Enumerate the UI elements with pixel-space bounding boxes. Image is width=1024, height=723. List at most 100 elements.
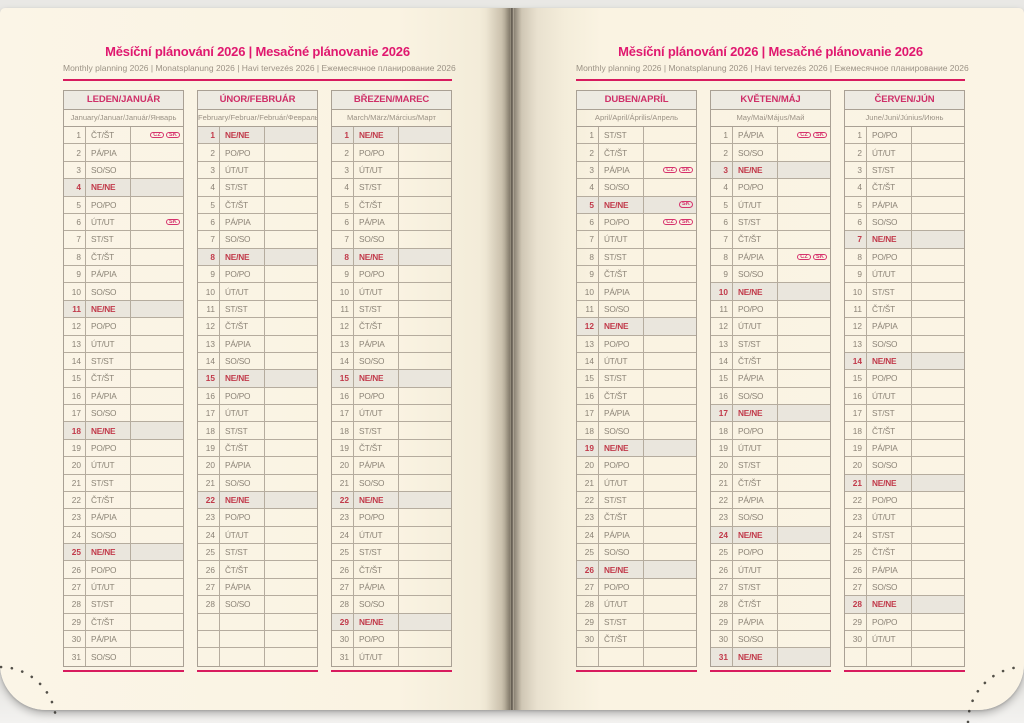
month-table-brezen-marec: BŘEZEN/MAREC March/März/Március/Март 1 NE/N… xyxy=(331,90,452,667)
notes-cell xyxy=(778,370,830,386)
holiday-badge-sk: SK xyxy=(678,166,693,174)
notes-cell xyxy=(265,596,317,612)
day-number: 26 xyxy=(64,561,86,578)
month-unor-februar: ÚNOR/FEBRUÁR February/Februar/Február/Фев… xyxy=(197,90,318,672)
day-row-18: 18 ST/ST xyxy=(332,422,451,440)
month-kveten-maj: KVĚTEN/MÁJ May/Mai/Május/Май 1 PÁ/PIA CZ SK 2 S… xyxy=(710,90,831,672)
weekday-label: NE/NE xyxy=(220,248,265,265)
notes-cell xyxy=(399,596,451,612)
notes-cell xyxy=(644,648,696,665)
notes-cell xyxy=(778,475,830,491)
notes-cell xyxy=(912,318,964,334)
day-row-12: 12 ČT/ŠT xyxy=(332,318,451,336)
day-number: 26 xyxy=(198,561,220,578)
day-number: 7 xyxy=(711,231,733,248)
day-row-10: 10 ÚT/UT xyxy=(198,283,317,301)
day-row-21: 21 NE/NE xyxy=(845,474,964,492)
notes-cell xyxy=(778,214,830,230)
day-row-2: 2 PO/PO xyxy=(198,144,317,162)
day-row-8: 8 NE/NE xyxy=(332,248,451,266)
day-row-30: 30 PO/PO xyxy=(332,630,451,649)
day-number: 27 xyxy=(332,578,354,596)
day-row-29: 29 PÁ/PIA xyxy=(711,613,830,631)
day-row-14: 14 ST/ST xyxy=(64,352,183,371)
day-row-6: 6 PÁ/PIA xyxy=(198,213,317,232)
holiday-badge-sk: SK xyxy=(165,131,180,139)
day-number: 24 xyxy=(845,526,867,543)
notes-cell: CZ SK xyxy=(644,214,696,230)
day-number: 20 xyxy=(711,457,733,474)
day-number: 27 xyxy=(711,578,733,596)
day-number: 24 xyxy=(64,526,86,543)
weekday-label: ČT/ŠT xyxy=(733,596,778,613)
weekday-label: PO/PO xyxy=(220,144,265,161)
weekday-label: ÚT/UT xyxy=(599,474,644,491)
day-number: 24 xyxy=(198,526,220,543)
day-row-8: 8 ČT/ŠT xyxy=(64,248,183,266)
weekday-label: NE/NE xyxy=(599,196,644,213)
notes-cell xyxy=(399,197,451,213)
notes-cell xyxy=(778,162,830,178)
weekday-label: ST/ST xyxy=(354,300,399,318)
day-number: 20 xyxy=(332,457,354,474)
notes-cell xyxy=(912,214,964,230)
day-row-14: 14 SO/SO xyxy=(332,352,451,371)
notes-cell xyxy=(778,179,830,195)
notes-cell xyxy=(912,509,964,525)
day-number: 21 xyxy=(198,474,220,491)
notes-cell xyxy=(912,197,964,213)
notes-cell xyxy=(644,266,696,282)
day-row-12: 12 ČT/ŠT xyxy=(198,318,317,336)
notes-cell: CZ SK xyxy=(778,249,830,265)
day-row-11: 11 ČT/ŠT xyxy=(845,300,964,319)
day-row-11: 11 PO/PO xyxy=(711,300,830,319)
notes-cell xyxy=(912,475,964,491)
weekday-label: SO/SO xyxy=(867,457,912,474)
day-row-24: 24 SO/SO xyxy=(64,526,183,544)
notes-cell xyxy=(778,561,830,577)
notes-cell xyxy=(644,579,696,595)
day-row-1: 1 ST/ST xyxy=(577,127,696,145)
month-name: BŘEZEN/MAREC xyxy=(332,91,451,110)
day-number: 7 xyxy=(64,231,86,248)
day-row-3: 3 ÚT/UT xyxy=(332,161,451,180)
day-number: 19 xyxy=(845,439,867,457)
notes-cell xyxy=(399,475,451,491)
day-row-2: 2 ČT/ŠT xyxy=(577,144,696,162)
notes-cell xyxy=(778,283,830,299)
day-row-10: 10 NE/NE xyxy=(711,283,830,301)
weekday-label: SO/SO xyxy=(86,526,131,543)
notes-cell xyxy=(644,353,696,369)
day-number: 6 xyxy=(332,213,354,231)
weekday-label: NE/NE xyxy=(599,439,644,457)
weekday-label: NE/NE xyxy=(867,352,912,370)
day-row-13: 13 SO/SO xyxy=(845,335,964,353)
weekday-label: ÚT/UT xyxy=(867,144,912,161)
day-row-27: 27 ÚT/UT xyxy=(64,578,183,597)
day-row-28: 28 SO/SO xyxy=(198,596,317,614)
left-page: Měsíční plánování 2026 | Mesačné plánova… xyxy=(0,8,510,710)
weekday-label: PO/PO xyxy=(599,578,644,596)
weekday-label: ÚT/UT xyxy=(867,630,912,648)
notes-cell xyxy=(912,231,964,247)
holiday-badge-sk: SK xyxy=(678,201,693,208)
day-row-5: 5 PO/PO xyxy=(64,196,183,214)
weekday-label: ST/ST xyxy=(599,127,644,144)
day-number: 11 xyxy=(845,300,867,318)
holiday-badge-cz: CZ xyxy=(797,253,811,261)
notes-cell xyxy=(265,422,317,438)
day-row-25: 25 NE/NE xyxy=(64,544,183,562)
day-number: 29 xyxy=(64,613,86,630)
notes-cell xyxy=(778,614,830,630)
day-number: 5 xyxy=(711,196,733,213)
weekday-label: NE/NE xyxy=(733,526,778,543)
day-row-2: 2 ÚT/UT xyxy=(845,144,964,162)
day-number: 31 xyxy=(64,648,86,666)
weekday-label: PÁ/PIA xyxy=(86,144,131,161)
day-row-13: 13 PÁ/PIA xyxy=(332,335,451,353)
day-number: 16 xyxy=(332,387,354,404)
day-row-12: 12 NE/NE xyxy=(577,318,696,336)
weekday-label: SO/SO xyxy=(86,648,131,666)
weekday-label: NE/NE xyxy=(354,248,399,265)
weekday-label: ČT/ŠT xyxy=(599,630,644,648)
